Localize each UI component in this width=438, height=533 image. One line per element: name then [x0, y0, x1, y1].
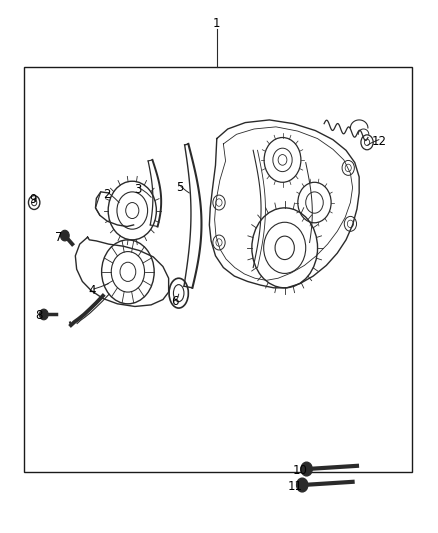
Text: 1: 1 — [213, 18, 221, 30]
Bar — [24, 67, 412, 472]
Circle shape — [301, 462, 312, 476]
Text: 3: 3 — [134, 183, 141, 196]
Text: 6: 6 — [171, 295, 179, 308]
Circle shape — [297, 478, 308, 492]
Text: 11: 11 — [288, 480, 303, 492]
Text: 4: 4 — [88, 284, 96, 297]
Text: 2: 2 — [103, 188, 111, 201]
Circle shape — [60, 230, 69, 241]
Text: 12: 12 — [371, 135, 386, 148]
Text: 8: 8 — [36, 309, 43, 322]
Circle shape — [39, 309, 48, 320]
Text: 9: 9 — [29, 193, 37, 206]
Text: 10: 10 — [293, 464, 307, 477]
Text: 7: 7 — [55, 231, 63, 244]
Text: 5: 5 — [176, 181, 183, 194]
